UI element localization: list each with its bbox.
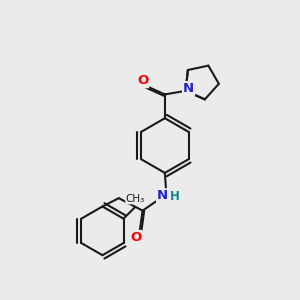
Text: H: H — [170, 190, 180, 203]
Text: O: O — [130, 231, 142, 244]
Text: CH₃: CH₃ — [126, 194, 145, 204]
Text: N: N — [183, 82, 194, 95]
Text: N: N — [157, 189, 168, 202]
Text: O: O — [137, 74, 148, 87]
